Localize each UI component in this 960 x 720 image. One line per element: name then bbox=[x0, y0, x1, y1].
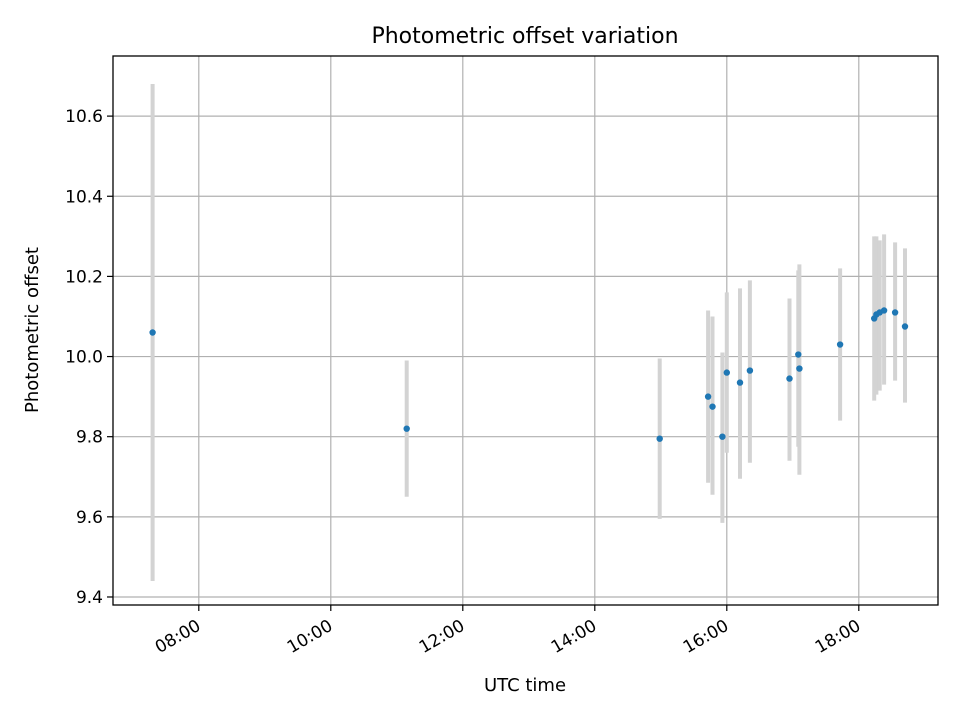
x-tick-label: 08:00 bbox=[152, 616, 204, 658]
x-tick-label: 10:00 bbox=[284, 616, 336, 658]
data-point bbox=[795, 351, 802, 358]
data-point bbox=[704, 393, 712, 400]
data-points bbox=[149, 307, 909, 442]
x-tick-label: 12:00 bbox=[416, 616, 468, 658]
ticks: 08:00 10:00 12:00 14:00 16:00 18:00 9.4 9.6 9.8 1… bbox=[65, 107, 864, 658]
x-tick-label: 18:00 bbox=[812, 616, 864, 658]
data-point bbox=[149, 329, 156, 336]
y-tick-label: 10.4 bbox=[65, 187, 103, 207]
data-point bbox=[880, 307, 888, 314]
data-point bbox=[736, 379, 744, 386]
x-tick-label: 14:00 bbox=[548, 616, 600, 658]
y-tick-label: 9.8 bbox=[76, 428, 103, 448]
data-point bbox=[786, 375, 793, 382]
y-tick-label: 10.2 bbox=[65, 267, 103, 287]
data-point bbox=[891, 309, 899, 316]
error-bars bbox=[150, 84, 907, 581]
chart-title: Photometric offset variation bbox=[371, 24, 678, 49]
data-point bbox=[796, 365, 803, 372]
y-axis-label: Photometric offset bbox=[22, 247, 43, 413]
data-point bbox=[656, 435, 663, 442]
x-axis-label: UTC time bbox=[484, 675, 566, 696]
y-tick-label: 9.6 bbox=[76, 508, 103, 528]
y-tick-label: 10.0 bbox=[65, 348, 103, 368]
x-tick-label: 16:00 bbox=[680, 616, 732, 658]
data-point bbox=[901, 323, 909, 330]
data-point bbox=[403, 425, 410, 432]
grid-layer bbox=[113, 56, 938, 605]
data-point bbox=[709, 403, 716, 410]
y-tick-label: 10.6 bbox=[65, 107, 103, 127]
data-point bbox=[836, 341, 844, 348]
plot-frame bbox=[112, 55, 939, 606]
data-point bbox=[723, 369, 730, 376]
data-point bbox=[719, 433, 726, 440]
data-point bbox=[746, 367, 754, 374]
y-tick-label: 9.4 bbox=[76, 588, 103, 608]
